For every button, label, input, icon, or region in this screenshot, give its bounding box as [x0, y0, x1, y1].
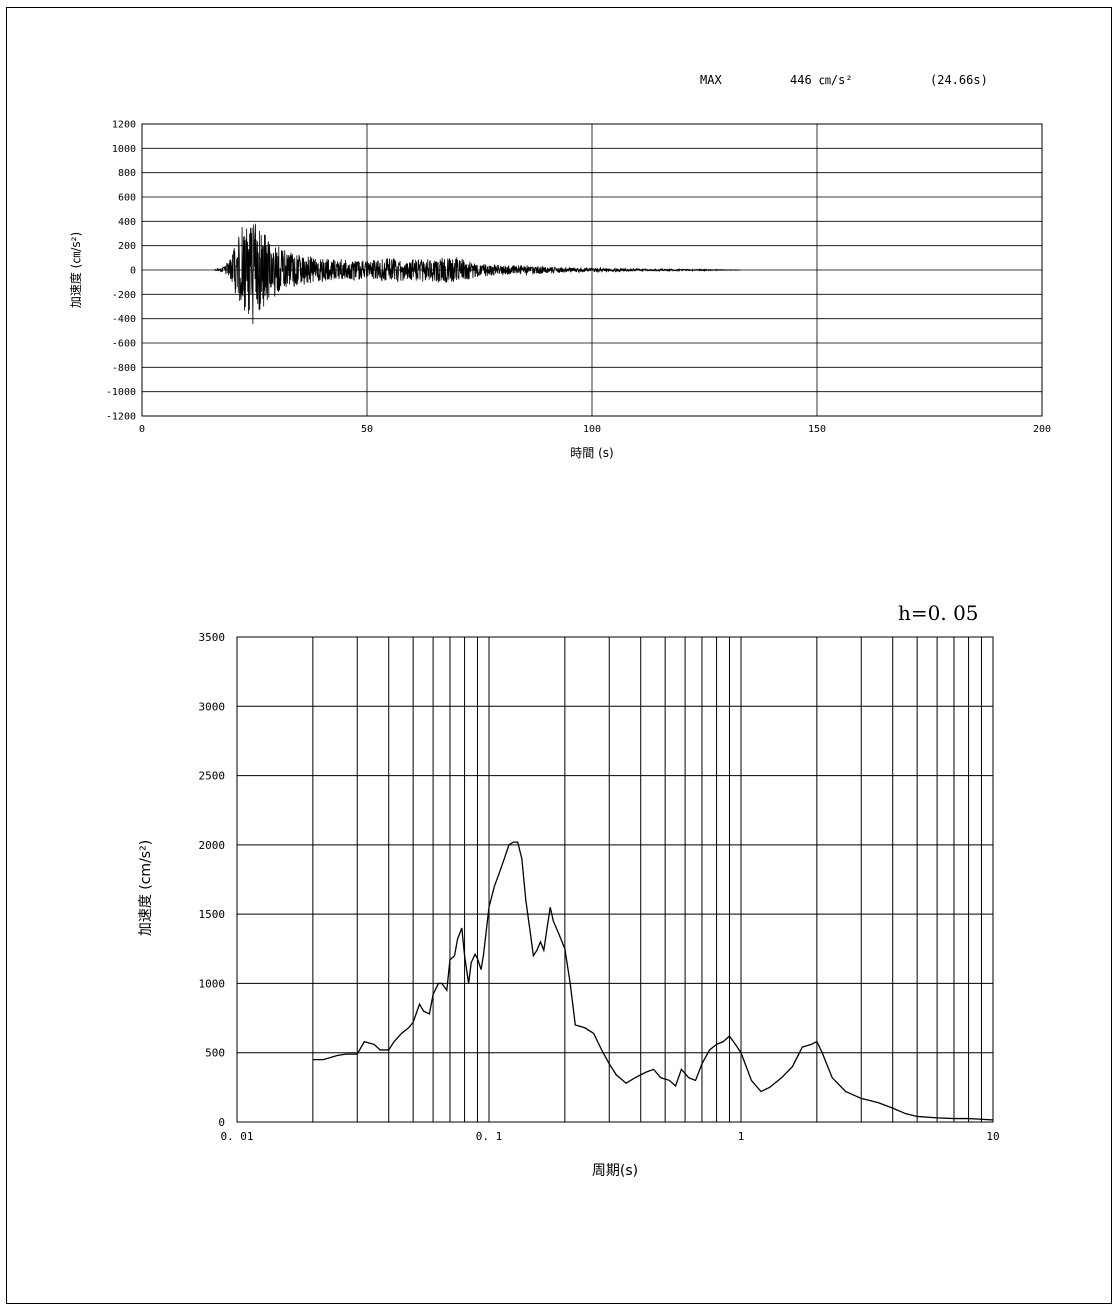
x-tick-label: 100: [583, 424, 601, 435]
y-tick-label: 600: [118, 193, 136, 204]
y-tick-label: 1000: [112, 144, 136, 155]
max-value: 446 ㎝/s²: [790, 73, 853, 87]
y-tick-label: -800: [112, 363, 136, 374]
y-tick-label: 0: [130, 266, 136, 277]
max-time: (24.66s): [930, 73, 988, 87]
acceleration-time-history-chart: MAX 446 ㎝/s² (24.66s) 120010008006004002…: [68, 73, 1051, 460]
y-tick-label: -600: [112, 339, 136, 350]
page-frame: [6, 7, 1112, 1304]
x-tick-label: 200: [1033, 424, 1051, 435]
x-tick-label: 150: [808, 424, 826, 435]
y-tick-label: -200: [112, 290, 136, 301]
x-tick-label: 50: [361, 424, 373, 435]
y-axis-label: 加速度 (㎝/s²): [68, 232, 83, 308]
y-tick-label: 800: [118, 168, 136, 179]
max-label: MAX: [700, 73, 722, 87]
y-tick-label: 1200: [112, 120, 136, 131]
x-axis-label: 時間 (s): [570, 446, 613, 460]
y-tick-label: 200: [118, 241, 136, 252]
acceleration-waveform: [213, 223, 741, 325]
y-tick-label: 400: [118, 217, 136, 228]
y-tick-label: -1000: [106, 387, 136, 398]
x-tick-label: 0: [139, 424, 145, 435]
y-tick-label: -400: [112, 314, 136, 325]
y-tick-label: -1200: [106, 412, 136, 423]
